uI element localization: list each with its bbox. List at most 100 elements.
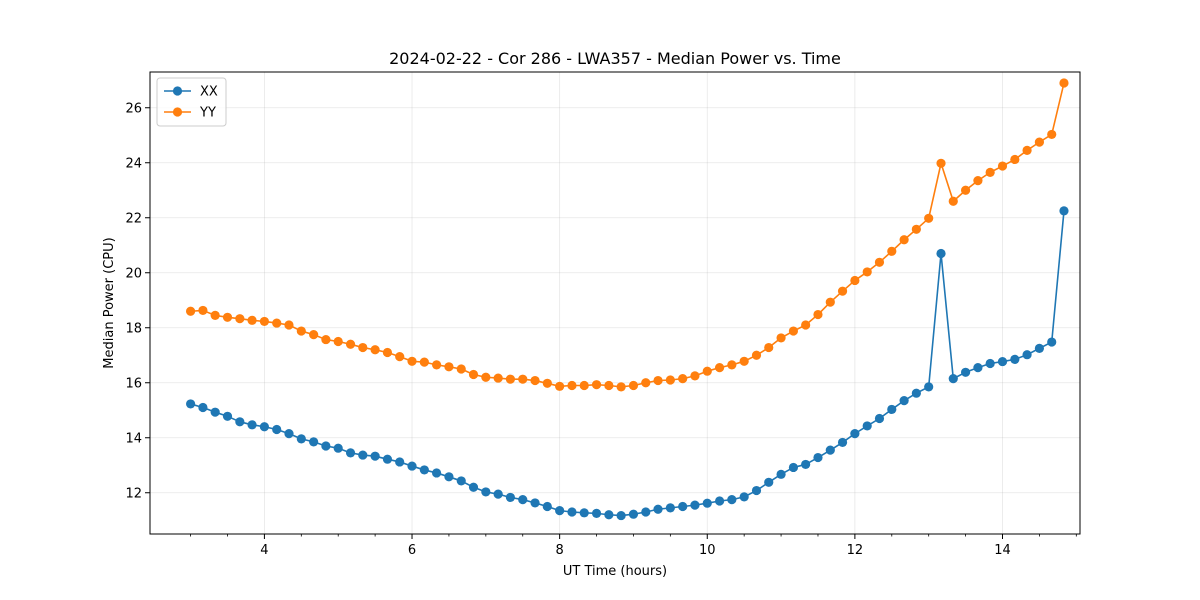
data-point-yy [739, 356, 749, 366]
y-tick-label: 18 [125, 321, 142, 336]
data-point-yy [628, 380, 639, 391]
data-point-yy [985, 167, 995, 177]
data-point-xx [751, 485, 762, 496]
legend-label-xx: XX [200, 85, 218, 100]
data-point-xx [641, 507, 651, 517]
data-point-yy [948, 196, 958, 206]
data-point-xx [948, 374, 958, 384]
data-point-yy [235, 314, 245, 324]
data-point-xx [702, 498, 712, 508]
data-point-xx [874, 413, 885, 424]
data-point-xx [801, 459, 811, 470]
data-point-yy [887, 246, 897, 256]
data-point-yy [407, 356, 417, 366]
data-point-xx [985, 358, 995, 369]
data-point-yy [788, 326, 799, 336]
data-point-yy [862, 267, 872, 277]
legend-marker-xx [172, 86, 183, 96]
data-point-yy [395, 352, 405, 362]
data-point-xx [825, 445, 835, 455]
data-point-xx [591, 508, 602, 518]
data-point-xx [518, 495, 528, 505]
data-point-xx [997, 356, 1008, 367]
y-tick-label: 24 [125, 156, 142, 171]
data-point-yy [825, 297, 835, 307]
data-point-yy [641, 378, 651, 388]
data-point-xx [505, 492, 516, 503]
data-point-yy [714, 363, 725, 373]
data-point-xx [1034, 343, 1044, 353]
data-point-yy [801, 320, 811, 330]
data-point-xx [690, 500, 700, 510]
data-point-xx [395, 457, 405, 467]
data-point-xx [887, 404, 897, 415]
data-point-xx [333, 443, 343, 453]
data-point-yy [481, 372, 491, 382]
data-point-yy [505, 374, 516, 384]
data-point-yy [997, 161, 1008, 171]
x-tick-label: 14 [994, 543, 1011, 558]
data-point-yy [1059, 78, 1069, 88]
x-axis-label: UT Time (hours) [563, 564, 667, 579]
data-point-xx [407, 461, 417, 471]
data-point-xx [222, 411, 233, 421]
x-tick-label: 8 [556, 543, 564, 558]
data-point-xx [186, 399, 196, 409]
ticks: 4 6 8 10 12 14 12 14 16 18 20 22 24 26 [125, 101, 1077, 558]
data-point-xx [604, 510, 614, 520]
data-point-xx [432, 468, 442, 478]
data-point-yy [321, 334, 331, 345]
data-point-xx [665, 503, 675, 513]
y-tick-label: 26 [125, 101, 142, 116]
data-point-yy [579, 380, 589, 391]
data-point-yy [567, 380, 577, 391]
data-point-xx [628, 509, 639, 519]
data-point-yy [186, 306, 196, 316]
y-tick-label: 12 [125, 486, 142, 501]
data-point-yy [247, 315, 257, 325]
y-tick-label: 20 [125, 266, 142, 281]
data-point-yy [382, 347, 393, 358]
data-point-yy [899, 235, 909, 245]
data-point-xx [653, 504, 663, 514]
data-point-yy [924, 213, 934, 223]
data-point-yy [678, 374, 688, 384]
data-point-xx [837, 437, 848, 448]
plot-frame [149, 71, 1081, 535]
data-point-yy [604, 380, 614, 391]
data-point-xx [382, 454, 393, 464]
x-tick-label: 4 [260, 543, 268, 558]
data-point-yy [665, 375, 675, 385]
data-point-xx [764, 477, 774, 487]
series-yy [186, 78, 1069, 392]
data-point-xx [1059, 206, 1069, 216]
data-point-xx [321, 441, 331, 451]
data-point-xx [235, 417, 245, 427]
data-point-xx [456, 476, 466, 486]
data-point-xx [1022, 350, 1032, 360]
data-point-yy [690, 371, 700, 381]
data-point-yy [370, 345, 380, 355]
data-point-xx [714, 496, 725, 506]
data-point-xx [1047, 337, 1057, 347]
data-point-yy [198, 305, 208, 316]
legend-item-xx: XX [164, 85, 218, 100]
data-point-yy [222, 312, 233, 322]
data-point-yy [1022, 145, 1032, 155]
data-point-yy [456, 364, 466, 374]
data-point-xx [444, 472, 454, 482]
data-point-yy [591, 380, 602, 390]
data-point-yy [764, 342, 774, 353]
data-point-xx [530, 498, 540, 508]
data-point-xx [739, 492, 749, 502]
data-point-xx [198, 402, 208, 413]
data-point-xx [419, 465, 429, 475]
x-tick-label: 12 [847, 543, 864, 558]
data-point-xx [961, 367, 971, 377]
data-point-xx [259, 422, 269, 432]
data-point-yy [309, 330, 319, 340]
data-point-yy [419, 357, 429, 367]
data-point-yy [296, 326, 306, 336]
data-point-xx [370, 451, 380, 461]
